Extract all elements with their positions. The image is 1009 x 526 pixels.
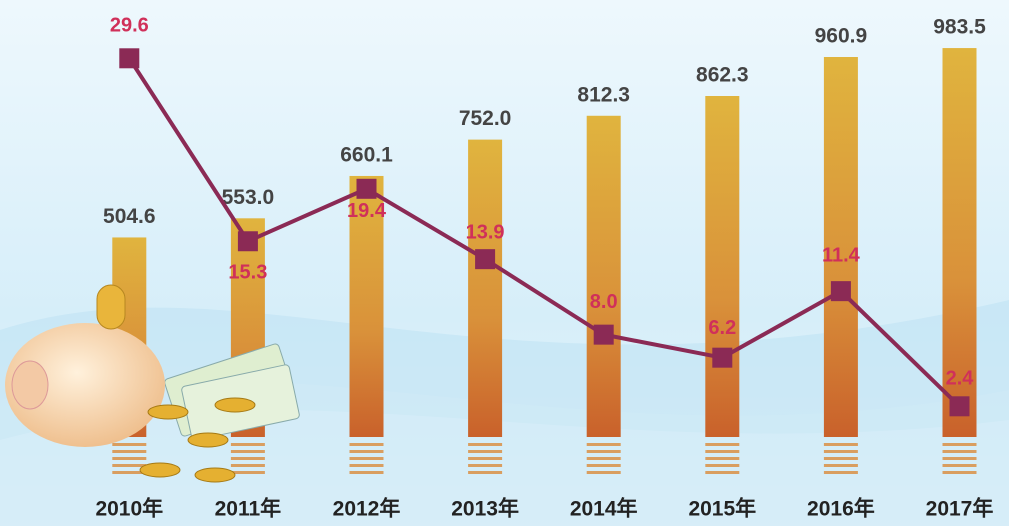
- bar-stripe: [231, 464, 265, 467]
- bar-stripe: [705, 464, 739, 467]
- bar-stripe: [705, 450, 739, 453]
- line-value-label: 8.0: [590, 291, 618, 313]
- bar-value-label: 862.3: [696, 64, 749, 87]
- bar-stripe: [587, 464, 621, 467]
- bar-stripe: [350, 471, 384, 474]
- bar-stripe: [468, 464, 502, 467]
- line-marker: [475, 249, 495, 269]
- line-marker: [594, 325, 614, 345]
- line-value-label: 13.9: [466, 221, 505, 243]
- bar-stripe: [231, 471, 265, 474]
- line-marker: [238, 231, 258, 251]
- x-tick-label: 2013年: [451, 497, 519, 521]
- chart: 2010年 2011年 2012年 2013年 2014年 2015年 2016年 2017年…: [0, 0, 1009, 526]
- bar-stripe: [705, 443, 739, 446]
- bar-stripe: [231, 450, 265, 453]
- bar-value-label: 504.6: [103, 205, 156, 228]
- bar-stripe: [350, 443, 384, 446]
- bar-stripe: [824, 457, 858, 460]
- line-marker: [831, 281, 851, 301]
- bar-stripe: [943, 464, 977, 467]
- bar-stripe: [231, 457, 265, 460]
- bar-stripe: [112, 457, 146, 460]
- bar-stripe: [468, 450, 502, 453]
- bar-stripe: [705, 471, 739, 474]
- bar-stripe: [943, 443, 977, 446]
- line-value-label: 6.2: [708, 317, 736, 339]
- bar-stripe: [824, 471, 858, 474]
- bar-stripe: [824, 443, 858, 446]
- coin: [195, 468, 235, 482]
- coin: [188, 433, 228, 447]
- x-tick-label: 2012年: [333, 497, 401, 521]
- coin: [97, 285, 125, 329]
- bar-value-label: 812.3: [577, 83, 630, 106]
- x-tick-label: 2015年: [688, 497, 756, 521]
- bar-stripe: [350, 457, 384, 460]
- line-marker: [950, 396, 970, 416]
- bar-stripe: [112, 450, 146, 453]
- line-value-label: 11.4: [822, 244, 861, 266]
- pig-snout: [12, 361, 48, 409]
- bar-value-label: 983.5: [933, 16, 986, 39]
- bar-stripe: [112, 443, 146, 446]
- bar-value-label: 960.9: [815, 25, 868, 48]
- x-tick-label: 2014年: [570, 497, 638, 521]
- x-tick-label: 2017年: [926, 497, 994, 521]
- bar-stripe: [587, 457, 621, 460]
- bar-stripe: [943, 450, 977, 453]
- x-tick-label: 2010年: [95, 497, 163, 521]
- line-value-label: 29.6: [110, 15, 149, 37]
- x-tick-label: 2011年: [215, 497, 282, 521]
- line-marker: [712, 348, 732, 368]
- coin: [148, 405, 188, 419]
- line-value-label: 19.4: [347, 200, 387, 222]
- bar-stripe: [943, 471, 977, 474]
- bar-stripe: [587, 450, 621, 453]
- line-marker: [357, 179, 377, 199]
- bar-stripe: [468, 457, 502, 460]
- bar-stripe: [824, 450, 858, 453]
- bar-value-label: 660.1: [340, 144, 393, 167]
- line-marker: [119, 48, 139, 68]
- bar-stripe: [587, 471, 621, 474]
- x-tick-label: 2016年: [807, 497, 875, 521]
- bar: [468, 140, 502, 437]
- bar-stripe: [468, 471, 502, 474]
- bar-stripe: [943, 457, 977, 460]
- bar-stripe: [112, 464, 146, 467]
- bar-stripe: [231, 443, 265, 446]
- bar: [587, 116, 621, 437]
- coin: [215, 398, 255, 412]
- bar-stripe: [587, 443, 621, 446]
- bar-value-label: 752.0: [459, 107, 512, 130]
- bar-stripe: [350, 450, 384, 453]
- coin: [140, 463, 180, 477]
- bar: [705, 96, 739, 437]
- line-value-label: 15.3: [228, 262, 267, 284]
- bar-value-label: 553.0: [222, 186, 275, 209]
- bar-stripe: [350, 464, 384, 467]
- bar-stripe: [824, 464, 858, 467]
- bar-stripe: [468, 443, 502, 446]
- bar-stripe: [705, 457, 739, 460]
- line-value-label: 2.4: [946, 368, 975, 390]
